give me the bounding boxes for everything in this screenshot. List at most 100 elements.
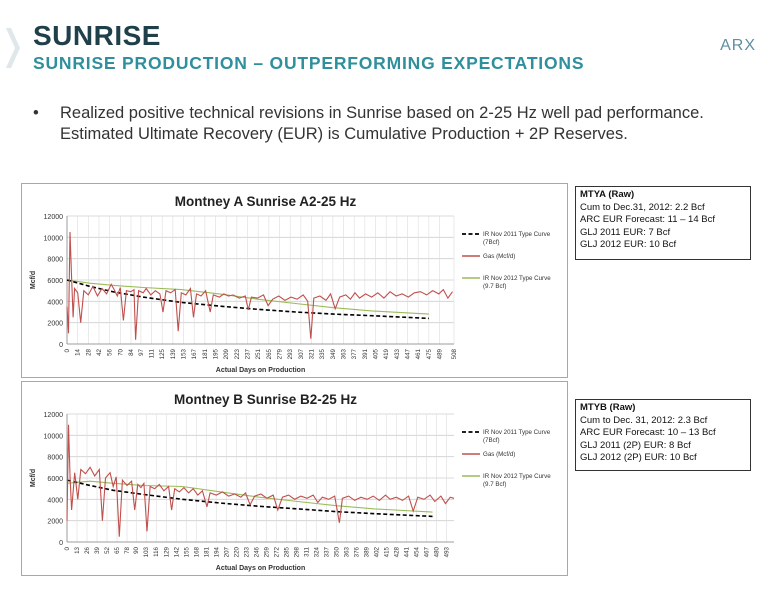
y-tick-label: 4000	[47, 299, 63, 306]
x-tick-label: 220	[233, 546, 240, 557]
x-tick-label: 28	[85, 348, 92, 355]
x-tick-label: 70	[117, 348, 124, 355]
x-tick-label: 14	[75, 348, 82, 355]
x-tick-label: 377	[351, 348, 358, 359]
x-tick-label: 237	[245, 348, 252, 359]
x-tick-label: 42	[96, 348, 103, 355]
x-tick-label: 142	[173, 546, 180, 557]
legend-label: IR Nov 2012 Type Curve (9.7 Bcf)	[483, 473, 551, 488]
page-subtitle: SUNRISE PRODUCTION – OUTPERFORMING EXPEC…	[33, 53, 585, 73]
x-tick-label: 56	[107, 348, 114, 355]
x-tick-label: 391	[362, 348, 369, 359]
info-box-line: GLJ 2011 (2P) EUR: 8 Bcf	[580, 439, 691, 451]
x-tick-label: 350	[333, 546, 340, 557]
series-line-gas	[66, 231, 453, 340]
x-tick-label: 307	[298, 348, 305, 359]
x-tick-label: 441	[403, 546, 410, 557]
y-tick-label: 10000	[44, 235, 64, 242]
bullet-marker: •	[33, 104, 39, 122]
legend-label: IR Nov 2011 Type Curve (7Bcf)	[483, 231, 551, 246]
bullet-point: • Realized positive technical revisions …	[33, 103, 753, 145]
info-box-line: ARC EUR Forecast: 10 – 13 Bcf	[580, 427, 716, 438]
x-tick-label: 139	[170, 348, 177, 359]
x-tick-label: 259	[263, 546, 270, 557]
bullet-text: Realized positive technical revisions in…	[60, 104, 704, 143]
x-tick-label: 489	[437, 348, 444, 359]
x-tick-label: 246	[253, 546, 260, 557]
y-tick-label: 2000	[47, 519, 63, 526]
y-tick-label: 6000	[47, 278, 63, 285]
x-tick-label: 293	[287, 348, 294, 359]
y-tick-label: 12000	[44, 214, 64, 221]
x-tick-label: 376	[353, 546, 360, 557]
info-box-line: GLJ 2012 EUR: 10 Bcf	[580, 239, 677, 250]
chart-montney-b: Montney B Sunrise B2-25 Hz 0 2000 4000 6000 8…	[30, 392, 551, 572]
y-tick-label: 12000	[44, 412, 64, 419]
y-tick-label: 0	[59, 342, 63, 349]
x-tick-label: 311	[303, 546, 310, 556]
x-tick-label: 349	[330, 348, 337, 359]
y-tick-label: 2000	[47, 321, 63, 328]
y-tick-label: 0	[59, 540, 63, 547]
x-tick-label: 272	[273, 546, 280, 557]
x-tick-label: 447	[405, 348, 412, 359]
x-tick-label: 363	[343, 546, 350, 557]
x-tick-label: 103	[143, 546, 150, 557]
x-tick-label: 461	[415, 348, 422, 359]
series-line-type-curve-2011	[66, 479, 433, 518]
x-tick-label: 475	[426, 348, 433, 359]
x-tick-label: 194	[213, 546, 220, 557]
x-tick-label: 84	[128, 348, 135, 355]
info-box-mtyb: MTYB (Raw) Cum to Dec. 31, 2012: 2.3 Bcf…	[575, 399, 751, 471]
info-box-line: GLJ 2012 (2P) EUR: 10 Bcf	[580, 452, 697, 463]
x-tick-label: 116	[153, 546, 160, 556]
x-tick-label: 321	[309, 348, 316, 359]
x-tick-label: 389	[363, 546, 370, 557]
x-tick-label: 233	[243, 546, 250, 557]
info-box-heading: MTYB (Raw)	[580, 402, 636, 413]
x-tick-label: 13	[74, 546, 81, 553]
legend-label: IR Nov 2011 Type Curve (7Bcf)	[483, 429, 551, 444]
x-tick-label: 168	[193, 546, 200, 557]
x-tick-label: 480	[433, 546, 440, 557]
x-tick-label: 251	[255, 348, 262, 359]
chevron-decoration-icon	[6, 28, 20, 68]
x-tick-label: 363	[341, 348, 348, 359]
x-tick-label: 405	[373, 348, 380, 359]
info-box-mtya: MTYA (Raw) Cum to Dec.31, 2012: 2.2 Bcf …	[575, 186, 751, 260]
chart-title: Montney A Sunrise A2-25 Hz	[175, 194, 357, 209]
info-box-line: ARC EUR Forecast: 11 – 14 Bcf	[580, 214, 715, 225]
y-tick-label: 8000	[47, 257, 63, 264]
info-box-line: Cum to Dec.31, 2012: 2.2 Bcf	[580, 201, 705, 213]
x-tick-label: 337	[323, 546, 330, 557]
legend-label: Gas (Mcf/d)	[483, 451, 515, 458]
x-tick-label: 209	[223, 348, 230, 359]
x-tick-label: 415	[383, 546, 390, 557]
x-tick-label: 181	[203, 546, 210, 557]
x-tick-label: 402	[373, 546, 380, 557]
x-tick-label: 129	[163, 546, 170, 557]
x-tick-label: 90	[133, 546, 140, 553]
x-tick-label: 0	[64, 546, 71, 550]
x-tick-label: 433	[394, 348, 401, 359]
x-tick-label: 195	[213, 348, 220, 359]
legend-label: IR Nov 2012 Type Curve (9.7 Bcf)	[483, 275, 551, 290]
x-tick-label: 78	[124, 546, 131, 553]
x-tick-label: 111	[149, 348, 156, 358]
y-axis-label: Mcf/d	[30, 271, 37, 289]
chart-panel-montney-b: Montney B Sunrise B2-25 Hz 0 2000 4000 6000 8…	[21, 381, 568, 576]
y-tick-label: 8000	[47, 455, 63, 462]
x-tick-label: 508	[451, 348, 458, 359]
x-tick-label: 493	[443, 546, 450, 557]
x-tick-label: 153	[181, 348, 188, 359]
y-axis-label: Mcf/d	[30, 469, 37, 487]
x-tick-label: 265	[266, 348, 273, 359]
legend-label: Gas (Mcf/d)	[483, 253, 515, 260]
series-line-type-curve-2012	[66, 279, 429, 315]
company-logo: ARX	[720, 37, 756, 54]
x-tick-label: 454	[413, 546, 420, 557]
x-tick-label: 0	[64, 348, 71, 352]
x-tick-label: 335	[319, 348, 326, 359]
x-tick-label: 26	[84, 546, 91, 553]
y-tick-label: 6000	[47, 476, 63, 483]
